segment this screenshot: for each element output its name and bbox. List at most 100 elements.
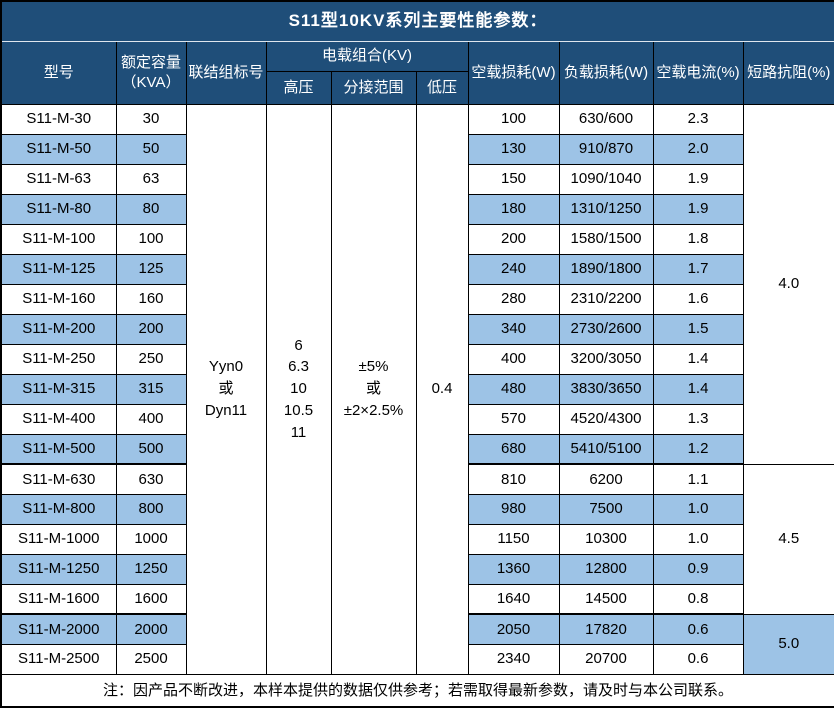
col-header-no-load-loss: 空载损耗(W): [467, 40, 560, 105]
cell-load-loss: 6200: [558, 463, 654, 495]
cell-kva: 500: [115, 433, 187, 465]
cell-kva: 800: [115, 493, 187, 525]
cell-no-load-loss: 480: [467, 373, 560, 405]
cell-model: S11-M-50: [0, 133, 117, 165]
cell-kva: 2000: [115, 613, 187, 645]
cell-kva: 63: [115, 163, 187, 195]
cell-impedance: 4.0: [742, 103, 834, 465]
note-row: 注：因产品不断改进，本样本提供的数据仅供参考；若需取得最新参数，请及时与本公司联…: [0, 673, 834, 708]
table-row: S11-M-200 200 340 2730/2600 1.5: [0, 313, 834, 345]
cell-model: S11-M-80: [0, 193, 117, 225]
header-row-2: 高压 分接范围 低压: [1, 70, 834, 105]
cell-no-load-current: 0.9: [652, 553, 744, 585]
table-row: S11-M-500 500 680 5410/5100 1.2: [0, 433, 834, 465]
cell-model: S11-M-1600: [0, 583, 117, 615]
cell-no-load-current: 1.3: [652, 403, 744, 435]
cell-kva: 1600: [115, 583, 187, 615]
cell-load-loss: 1310/1250: [558, 193, 654, 225]
cell-kva: 630: [115, 463, 187, 495]
cell-no-load-loss: 810: [467, 463, 560, 495]
cell-kva: 400: [115, 403, 187, 435]
cell-model: S11-M-200: [0, 313, 117, 345]
cell-model: S11-M-500: [0, 433, 117, 465]
header-row-1: 型号 额定容量 （KVA） 联结组标号 电载组合(KV) 空载损耗(W) 负载损…: [0, 40, 834, 105]
table-footer: 注：因产品不断改进，本样本提供的数据仅供参考；若需取得最新参数，请及时与本公司联…: [0, 673, 834, 708]
cell-load-loss: 17820: [558, 613, 654, 645]
cell-no-load-loss: 240: [467, 253, 560, 285]
table-row: S11-M-2000 2000 2050 17820 0.6 5.0: [0, 613, 834, 675]
cell-no-load-current: 1.7: [652, 253, 744, 285]
cell-no-load-current: 1.4: [652, 373, 744, 405]
cell-no-load-loss: 980: [467, 493, 560, 525]
footer-note: 注：因产品不断改进，本样本提供的数据仅供参考；若需取得最新参数，请及时与本公司联…: [0, 673, 834, 708]
cell-load-loss: 3830/3650: [558, 373, 654, 405]
cell-no-load-loss: 2050: [467, 613, 560, 645]
cell-no-load-loss: 340: [467, 313, 560, 345]
cell-no-load-current: 1.0: [652, 493, 744, 525]
cell-load-loss: 4520/4300: [558, 403, 654, 435]
cell-load-loss: 910/870: [558, 133, 654, 165]
col-header-lv: 低压: [415, 70, 469, 105]
cell-load-loss: 2730/2600: [558, 313, 654, 345]
table-row: S11-M-400 400 570 4520/4300 1.3: [0, 403, 834, 435]
cell-no-load-current: 1.5: [652, 313, 744, 345]
cell-no-load-current: 2.3: [652, 103, 744, 135]
cell-model: S11-M-30: [0, 103, 117, 135]
cell-kva: 160: [115, 283, 187, 315]
cell-load-loss: 1580/1500: [558, 223, 654, 255]
col-header-model: 型号: [0, 40, 117, 105]
cell-kva: 80: [115, 193, 187, 225]
cell-kva: 200: [115, 313, 187, 345]
cell-model: S11-M-100: [0, 223, 117, 255]
cell-model: S11-M-630: [0, 463, 117, 495]
cell-no-load-loss: 570: [467, 403, 560, 435]
cell-model: S11-M-400: [0, 403, 117, 435]
cell-no-load-loss: 200: [467, 223, 560, 255]
cell-model: S11-M-125: [0, 253, 117, 285]
col-header-connection: 联结组标号: [185, 40, 267, 105]
col-header-impedance: 短路抗阻(%): [742, 40, 834, 105]
cell-kva: 315: [115, 373, 187, 405]
cell-model: S11-M-800: [0, 493, 117, 525]
cell-no-load-loss: 100: [467, 103, 560, 135]
col-header-load-loss: 负载损耗(W): [558, 40, 654, 105]
cell-model: S11-M-250: [0, 343, 117, 375]
cell-load-loss: 10300: [558, 523, 654, 555]
cell-no-load-loss: 180: [467, 193, 560, 225]
cell-load-loss: 3200/3050: [558, 343, 654, 375]
title-row: S11型10KV系列主要性能参数：: [0, 0, 834, 42]
cell-model: S11-M-2000: [0, 613, 117, 645]
cell-kva: 100: [115, 223, 187, 255]
cell-no-load-loss: 2340: [467, 643, 560, 675]
table-header: S11型10KV系列主要性能参数： 型号 额定容量 （KVA） 联结组标号 电载…: [0, 0, 834, 105]
table-row: S11-M-160 160 280 2310/2200 1.6: [0, 283, 834, 315]
cell-kva: 1000: [115, 523, 187, 555]
cell-no-load-current: 1.0: [652, 523, 744, 555]
cell-load-loss: 20700: [558, 643, 654, 675]
table-body: S11-M-30 30 Yyn0 或 Dyn11 6 6.3 10 10.5 11 ±5…: [0, 103, 834, 675]
col-header-hv: 高压: [265, 70, 332, 105]
table-row: S11-M-125 125 240 1890/1800 1.7: [0, 253, 834, 285]
table-row: S11-M-2500 2500 2340 20700 0.6: [0, 643, 834, 675]
cell-no-load-loss: 1640: [467, 583, 560, 615]
table-row: S11-M-50 50 130 910/870 2.0: [0, 133, 834, 165]
table-row: S11-M-630 630 810 6200 1.1 4.5: [0, 463, 834, 615]
cell-no-load-loss: 400: [467, 343, 560, 375]
table-row: S11-M-1600 1600 1640 14500 0.8: [0, 583, 834, 615]
col-header-no-load-current: 空载电流(%): [652, 40, 744, 105]
cell-model: S11-M-2500: [0, 643, 117, 675]
cell-no-load-current: 1.8: [652, 223, 744, 255]
col-header-capacity: 额定容量 （KVA）: [115, 40, 187, 105]
cell-kva: 2500: [115, 643, 187, 675]
cell-model: S11-M-1250: [0, 553, 117, 585]
cell-no-load-current: 1.1: [652, 463, 744, 495]
table-row: S11-M-1250 1250 1360 12800 0.9: [0, 553, 834, 585]
page-title: S11型10KV系列主要性能参数：: [0, 0, 834, 42]
table-row: S11-M-80 80 180 1310/1250 1.9: [0, 193, 834, 225]
col-header-load-combo: 电载组合(KV): [265, 40, 469, 72]
cell-no-load-current: 0.6: [652, 643, 744, 675]
cell-no-load-current: 1.9: [652, 193, 744, 225]
cell-kva: 250: [115, 343, 187, 375]
